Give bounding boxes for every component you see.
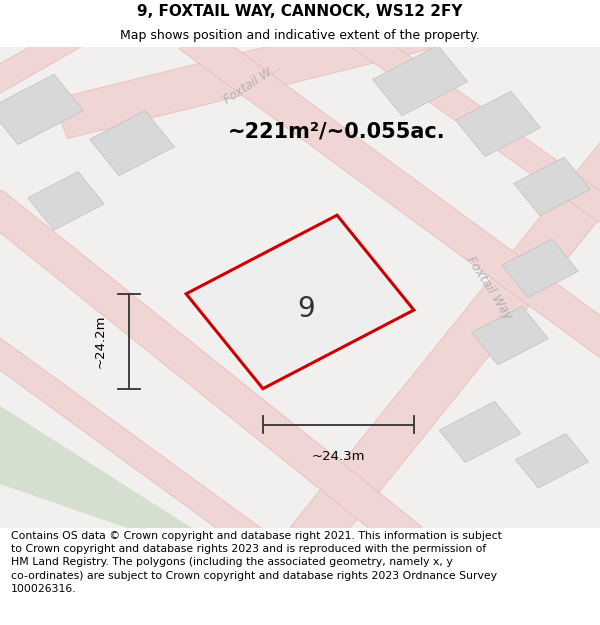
Polygon shape — [515, 434, 589, 488]
Polygon shape — [186, 215, 414, 389]
Text: ~24.3m: ~24.3m — [311, 449, 365, 462]
Polygon shape — [514, 158, 590, 216]
Polygon shape — [179, 26, 600, 357]
Polygon shape — [439, 401, 521, 462]
Polygon shape — [373, 46, 467, 116]
Polygon shape — [53, 3, 457, 139]
Text: Contains OS data © Crown copyright and database right 2021. This information is : Contains OS data © Crown copyright and d… — [11, 531, 502, 594]
Polygon shape — [0, 336, 262, 547]
Polygon shape — [290, 132, 600, 549]
Polygon shape — [0, 28, 81, 95]
Polygon shape — [472, 306, 548, 365]
Polygon shape — [502, 239, 578, 298]
Polygon shape — [89, 111, 175, 176]
Text: 9: 9 — [297, 295, 315, 323]
Polygon shape — [28, 172, 104, 230]
Text: Foxtail Way: Foxtail Way — [464, 254, 514, 321]
Text: ~221m²/~0.055ac.: ~221m²/~0.055ac. — [228, 121, 446, 141]
Polygon shape — [455, 91, 541, 156]
Text: Map shows position and indicative extent of the property.: Map shows position and indicative extent… — [120, 29, 480, 42]
Polygon shape — [0, 190, 422, 549]
Text: 9, FOXTAIL WAY, CANNOCK, WS12 2FY: 9, FOXTAIL WAY, CANNOCK, WS12 2FY — [137, 4, 463, 19]
Text: Foxtail W...: Foxtail W... — [221, 60, 283, 106]
Polygon shape — [350, 28, 600, 224]
Polygon shape — [0, 398, 192, 538]
Polygon shape — [0, 74, 83, 144]
Text: ~24.2m: ~24.2m — [94, 314, 107, 368]
